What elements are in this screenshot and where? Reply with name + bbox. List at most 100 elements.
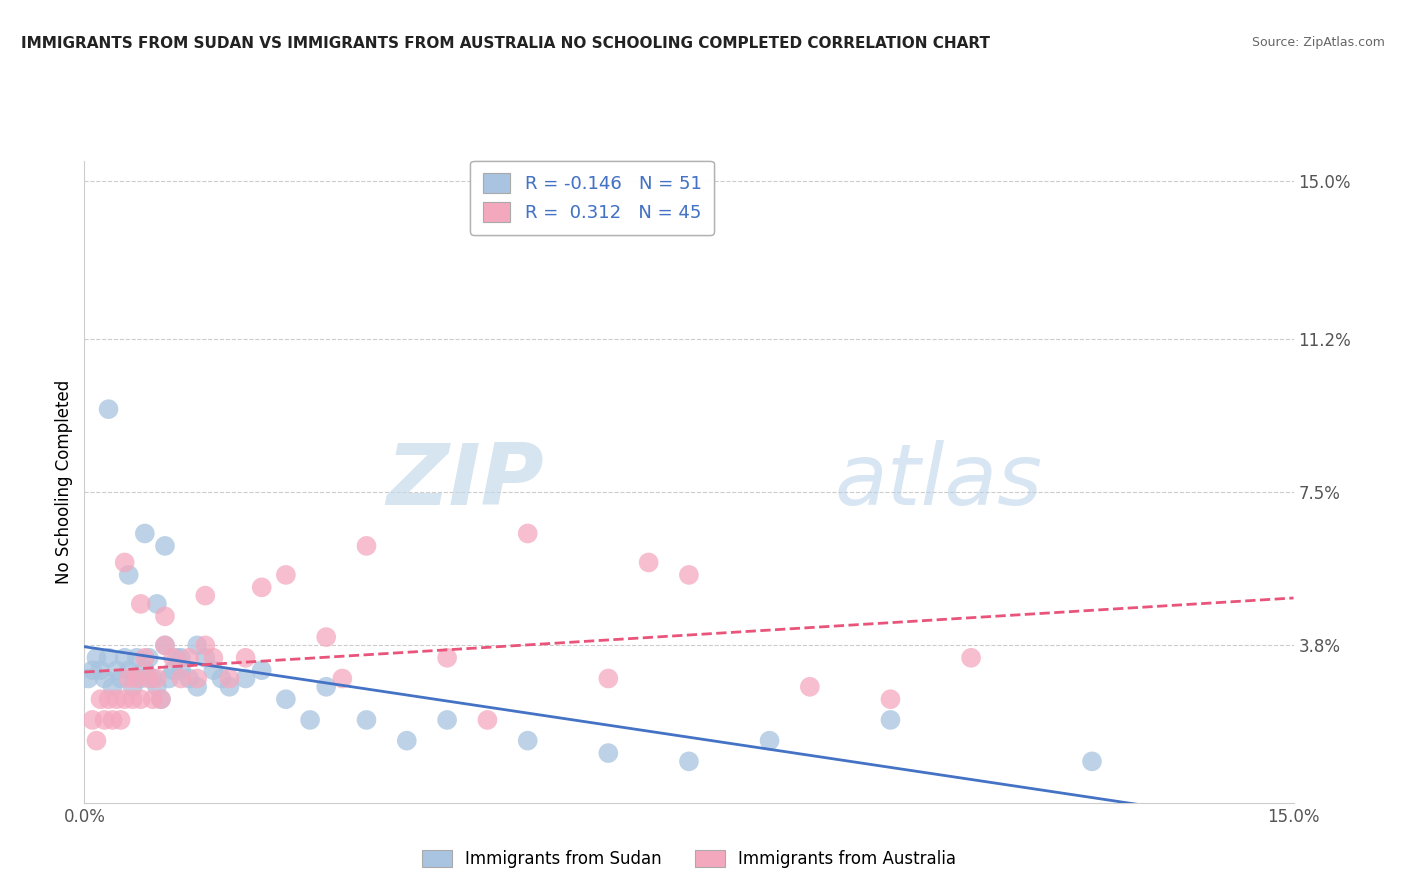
Point xyxy=(194,650,217,665)
Point xyxy=(315,680,337,694)
Point xyxy=(82,663,104,677)
Point xyxy=(97,402,120,417)
Point xyxy=(235,650,257,665)
Point xyxy=(146,680,169,694)
Point xyxy=(395,733,418,747)
Point xyxy=(142,672,165,686)
Point xyxy=(149,692,172,706)
Point xyxy=(89,692,111,706)
Point xyxy=(274,692,297,706)
Point xyxy=(758,733,780,747)
Point xyxy=(110,672,132,686)
Point xyxy=(121,692,143,706)
Point xyxy=(330,672,353,686)
Point xyxy=(879,713,901,727)
Legend: Immigrants from Sudan, Immigrants from Australia: Immigrants from Sudan, Immigrants from A… xyxy=(415,843,963,875)
Point xyxy=(114,650,136,665)
Point xyxy=(153,539,176,553)
Point xyxy=(194,589,217,603)
Point xyxy=(125,650,148,665)
Point xyxy=(218,672,240,686)
Point xyxy=(170,672,193,686)
Point xyxy=(516,733,538,747)
Text: Source: ZipAtlas.com: Source: ZipAtlas.com xyxy=(1251,36,1385,49)
Point xyxy=(436,650,458,665)
Point xyxy=(179,650,201,665)
Point xyxy=(134,663,156,677)
Point xyxy=(162,650,184,665)
Point xyxy=(235,672,257,686)
Point xyxy=(129,692,152,706)
Legend: R = -0.146   N = 51, R =  0.312   N = 45: R = -0.146 N = 51, R = 0.312 N = 45 xyxy=(471,161,714,235)
Point xyxy=(170,650,193,665)
Text: IMMIGRANTS FROM SUDAN VS IMMIGRANTS FROM AUSTRALIA NO SCHOOLING COMPLETED CORREL: IMMIGRANTS FROM SUDAN VS IMMIGRANTS FROM… xyxy=(21,36,990,51)
Point xyxy=(77,672,100,686)
Point xyxy=(101,713,124,727)
Point xyxy=(146,597,169,611)
Point xyxy=(105,663,128,677)
Point xyxy=(118,663,141,677)
Point xyxy=(118,568,141,582)
Y-axis label: No Schooling Completed: No Schooling Completed xyxy=(55,380,73,583)
Point xyxy=(134,650,156,665)
Point xyxy=(153,638,176,652)
Point xyxy=(250,663,273,677)
Point xyxy=(218,680,240,694)
Point xyxy=(93,713,115,727)
Point xyxy=(105,692,128,706)
Point xyxy=(678,568,700,582)
Point xyxy=(129,597,152,611)
Point xyxy=(299,713,322,727)
Point xyxy=(121,680,143,694)
Point xyxy=(315,630,337,644)
Point xyxy=(186,680,208,694)
Point xyxy=(114,556,136,570)
Point xyxy=(166,650,188,665)
Point xyxy=(202,650,225,665)
Point xyxy=(356,539,378,553)
Point xyxy=(960,650,983,665)
Point xyxy=(274,568,297,582)
Point xyxy=(86,650,108,665)
Point xyxy=(82,713,104,727)
Point xyxy=(157,672,180,686)
Point xyxy=(637,556,659,570)
Point xyxy=(436,713,458,727)
Point xyxy=(86,733,108,747)
Point xyxy=(1081,755,1104,769)
Point xyxy=(138,650,160,665)
Point xyxy=(97,692,120,706)
Point xyxy=(129,672,152,686)
Point xyxy=(799,680,821,694)
Point xyxy=(678,755,700,769)
Point xyxy=(477,713,499,727)
Point xyxy=(97,650,120,665)
Point xyxy=(114,692,136,706)
Point xyxy=(153,609,176,624)
Point xyxy=(598,672,620,686)
Point xyxy=(170,663,193,677)
Point xyxy=(146,672,169,686)
Point xyxy=(250,580,273,594)
Point xyxy=(179,672,201,686)
Point xyxy=(89,663,111,677)
Text: ZIP: ZIP xyxy=(387,440,544,524)
Point xyxy=(186,672,208,686)
Point xyxy=(134,526,156,541)
Point xyxy=(186,638,208,652)
Point xyxy=(101,680,124,694)
Text: atlas: atlas xyxy=(834,440,1042,524)
Point xyxy=(125,672,148,686)
Point xyxy=(598,746,620,760)
Point xyxy=(138,672,160,686)
Point xyxy=(162,663,184,677)
Point xyxy=(516,526,538,541)
Point xyxy=(879,692,901,706)
Point xyxy=(93,672,115,686)
Point xyxy=(149,692,172,706)
Point xyxy=(153,638,176,652)
Point xyxy=(209,672,232,686)
Point xyxy=(110,713,132,727)
Point xyxy=(356,713,378,727)
Point xyxy=(142,692,165,706)
